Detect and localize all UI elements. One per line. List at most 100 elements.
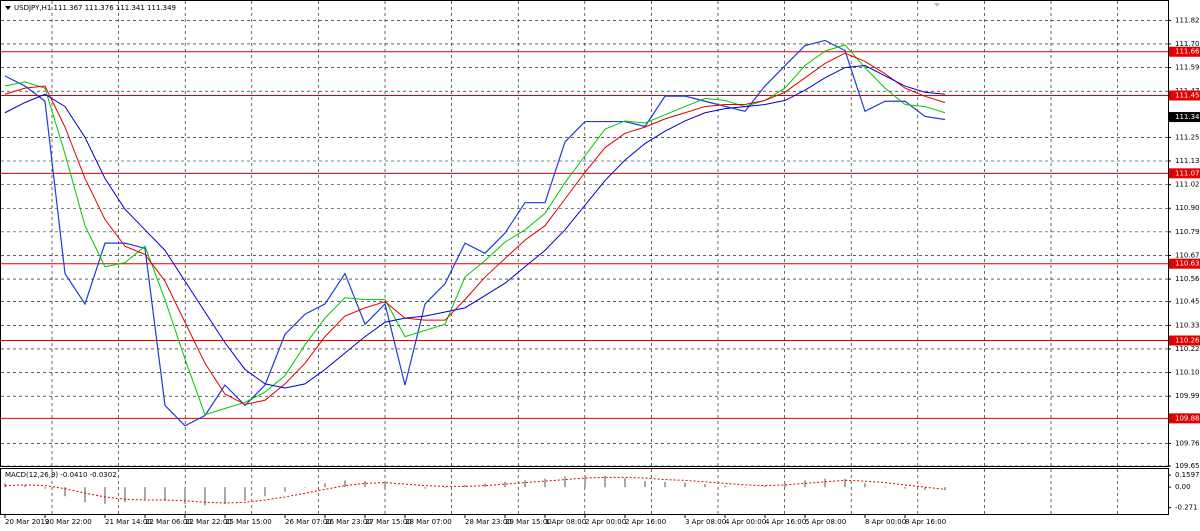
x-tick-label: 22 Mar 06:00: [145, 518, 192, 526]
level-label: 111.075: [1175, 169, 1200, 177]
y-tick-label: 0.00: [1175, 483, 1191, 491]
y-tick-label: 110.450: [1175, 298, 1200, 306]
x-tick-label: 20 Mar 2019: [5, 518, 49, 526]
macd-bar: [244, 487, 246, 501]
x-tick-label: 4 Apr 00:00: [725, 518, 766, 526]
level-label-box: [1169, 46, 1200, 57]
macd-bar: [684, 482, 686, 488]
y-tick-label: 111.705: [1175, 40, 1200, 48]
macd-bar: [724, 485, 726, 488]
macd-bar: [744, 487, 746, 488]
y-tick-label: 110.105: [1175, 369, 1200, 377]
x-tick-label: 20 Mar 22:00: [45, 518, 92, 526]
macd-bar: [384, 482, 386, 488]
macd-bar: [924, 487, 926, 491]
series-line: [4, 52, 946, 405]
series-line: [4, 39, 946, 427]
y-tick-label: 110.220: [1175, 345, 1200, 353]
level-label-box: [1169, 168, 1200, 179]
y-tick-label: 110.560: [1175, 275, 1200, 283]
macd-bar: [904, 487, 906, 489]
macd-bar: [184, 487, 186, 504]
x-tick-label: 29 Mar 15:00: [505, 518, 552, 526]
macd-bar: [284, 487, 286, 492]
x-tick-label: 1 Apr 08:00: [545, 518, 586, 526]
macd-bar: [264, 487, 266, 497]
macd-bar: [524, 480, 526, 488]
menu-icon: [5, 6, 11, 10]
macd-title: MACD(12,26,9) -0.0410 -0.0302: [5, 471, 117, 479]
macd-bar: [44, 487, 46, 489]
macd-bar: [464, 484, 466, 488]
series-line: [4, 64, 946, 389]
y-tick-label: 111.820: [1175, 16, 1200, 24]
y-tick-label: 109.650: [1175, 462, 1200, 470]
level-label: 111.667: [1175, 48, 1200, 56]
y-tick-label: 110.675: [1175, 251, 1200, 259]
macd-bar: [444, 487, 446, 488]
macd-bar: [404, 487, 406, 488]
y-tick-label: 109.990: [1175, 392, 1200, 400]
macd-bar: [324, 483, 326, 488]
y-tick-label: 111.250: [1175, 133, 1200, 141]
macd-bar: [24, 484, 26, 488]
macd-bar: [764, 485, 766, 488]
x-tick-label: 22 Mar 22:00: [185, 518, 232, 526]
macd-bar: [824, 478, 826, 488]
x-tick-label: 3 Apr 08:00: [685, 518, 726, 526]
level-label: 111.454: [1175, 91, 1200, 99]
level-label-box: [1169, 258, 1200, 269]
y-tick-label: 111.590: [1175, 64, 1200, 72]
macd-bar: [624, 478, 626, 488]
x-tick-label: 27 Mar 15:00: [365, 518, 412, 526]
x-tick-label: 28 Mar 23:00: [465, 518, 512, 526]
y-tick-label: 0.1597: [1175, 471, 1200, 479]
last-price-label: 111.349: [1175, 113, 1200, 121]
macd-bar: [944, 487, 946, 491]
macd-bar: [844, 478, 846, 488]
macd-bar: [424, 487, 426, 489]
macd-bar: [144, 487, 146, 500]
y-tick-label: 111.135: [1175, 157, 1200, 165]
macd-bar: [584, 475, 586, 488]
macd-bar: [224, 487, 226, 504]
y-tick-label: 110.905: [1175, 204, 1200, 212]
level-label: 109.882: [1175, 414, 1200, 422]
series-line: [4, 44, 946, 416]
level-label-box: [1169, 335, 1200, 346]
level-label-box: [1169, 90, 1200, 101]
macd-bar: [864, 483, 866, 488]
vertical-grid: [51, 1, 1118, 514]
macd-bar: [164, 487, 166, 501]
macd-bar: [304, 487, 306, 488]
last-price-box: [1169, 112, 1200, 123]
x-tick-label: 4 Apr 16:00: [765, 518, 806, 526]
macd-bar: [564, 476, 566, 488]
level-label-box: [1169, 413, 1200, 424]
macd-bar: [64, 487, 66, 497]
macd-signal: [4, 476, 946, 504]
shift-marker: [934, 3, 940, 7]
chart-title: USDJPY,H1 111.367 111.376 111.341 111.34…: [14, 4, 176, 12]
macd-bar: [784, 483, 786, 488]
macd-bar: [84, 487, 86, 503]
y-tick-label: 110.790: [1175, 228, 1200, 236]
x-tick-label: 2 Apr 16:00: [625, 518, 666, 526]
x-tick-label: 26 Mar 23:00: [325, 518, 372, 526]
x-tick-label: 8 Apr 16:00: [905, 518, 946, 526]
x-tick-label: 25 Mar 15:00: [225, 518, 272, 526]
macd-bar: [504, 481, 506, 488]
macd-bar: [364, 481, 366, 488]
macd-bar: [804, 480, 806, 488]
main-pane-frame: [0, 0, 1169, 467]
y-tick-label: -0.271: [1175, 504, 1198, 512]
level-label: 110.635: [1175, 260, 1200, 268]
macd-bar: [644, 481, 646, 488]
x-tick-label: 2 Apr 00:00: [585, 518, 626, 526]
macd-bar: [604, 475, 606, 488]
macd-bar: [204, 487, 206, 506]
x-tick-label: 26 Mar 07:00: [285, 518, 332, 526]
x-tick-label: 8 Apr 00:00: [865, 518, 906, 526]
